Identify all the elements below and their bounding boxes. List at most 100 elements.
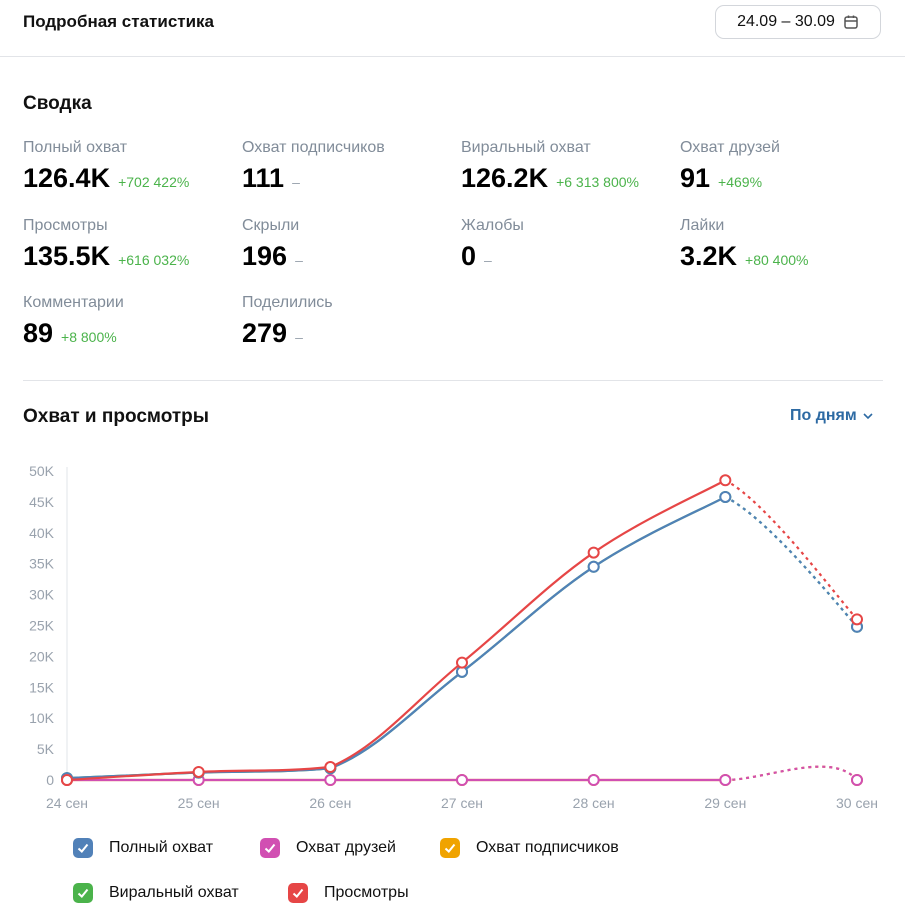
- stat-delta: +6 313 800%: [556, 174, 639, 190]
- stat-delta: –: [292, 174, 300, 190]
- series-forecast-line: [724, 495, 858, 628]
- date-range-text: 24.09 – 30.09: [737, 13, 835, 30]
- stat-label: Скрыли: [242, 217, 300, 234]
- stat-label: Полный охват: [23, 139, 128, 156]
- series-line: [66, 495, 726, 780]
- stat-label: Виральный охват: [461, 139, 591, 156]
- checkbox-checked-icon[interactable]: [260, 838, 280, 858]
- data-point: [456, 774, 468, 786]
- stat-label: Лайки: [680, 217, 725, 234]
- x-tick-label: 27 сен: [441, 795, 483, 811]
- stat-shares: Поделились 279 –: [242, 294, 333, 348]
- stat-delta: –: [484, 252, 492, 268]
- series-line: [66, 495, 726, 780]
- series-forecast-line: [724, 495, 858, 628]
- checkbox-checked-icon[interactable]: [73, 883, 93, 903]
- stat-label: Охват подписчиков: [242, 139, 385, 156]
- data-point: [719, 474, 732, 487]
- y-tick-label: 0: [46, 772, 54, 788]
- stat-value: 91: [680, 163, 711, 193]
- reach-views-title: Охват и просмотры: [23, 406, 209, 427]
- stat-viral-reach: Виральный охват 126.2K +6 313 800%: [461, 139, 639, 193]
- stat-value: 0: [461, 241, 477, 271]
- stat-label: Комментарии: [23, 294, 124, 311]
- y-tick-label: 30K: [29, 587, 55, 603]
- reach-views-chart: 0 5K 10K 15K 20K 25K 30K 35K 40K 45K 50K 24 сен 25 с…: [29, 463, 878, 811]
- data-point: [324, 774, 337, 786]
- legend-viral-reach[interactable]: Виральный охват: [73, 883, 239, 903]
- stat-label: Охват друзей: [680, 139, 780, 156]
- data-point: [719, 490, 732, 503]
- stat-full-reach: Полный охват 126.4K +702 422%: [23, 139, 189, 193]
- legend-label: Охват друзей: [296, 839, 396, 856]
- y-tick-label: 10K: [29, 710, 55, 726]
- y-tick-label: 50K: [29, 463, 55, 479]
- page-header: Подробная статистика 24.09 – 30.09: [0, 0, 905, 57]
- legend-full-reach[interactable]: Полный охват: [73, 838, 213, 858]
- checkbox-checked-icon[interactable]: [440, 838, 460, 858]
- stat-subscribers-reach: Охват подписчиков 111 –: [242, 139, 385, 193]
- grouping-dropdown[interactable]: По дням: [790, 407, 873, 425]
- stat-value: 126.4K: [23, 163, 111, 193]
- y-tick-label: 25K: [29, 618, 55, 634]
- stat-friends-reach: Охват друзей 91 +469%: [680, 139, 780, 193]
- series-forecast-line: [724, 479, 858, 621]
- data-point: [456, 656, 468, 669]
- x-tick-label: 24 сен: [46, 795, 88, 811]
- stat-delta: –: [295, 252, 303, 268]
- stat-views: Просмотры 135.5K +616 032%: [23, 217, 189, 271]
- stat-label: Жалобы: [461, 217, 524, 234]
- date-range-picker[interactable]: 24.09 – 30.09: [715, 5, 881, 39]
- x-tick-label: 25 сен: [178, 795, 220, 811]
- chevron-down-icon: [863, 407, 873, 425]
- checkbox-checked-icon[interactable]: [288, 883, 308, 903]
- legend-label: Виральный охват: [109, 884, 239, 901]
- stat-label: Поделились: [242, 294, 333, 311]
- data-point: [61, 774, 73, 786]
- legend-label: Просмотры: [324, 884, 409, 901]
- checkbox-checked-icon[interactable]: [73, 838, 93, 858]
- data-point: [587, 546, 600, 559]
- legend-label: Полный охват: [109, 839, 214, 856]
- stat-value: 279: [242, 318, 288, 348]
- legend-friends-reach[interactable]: Охват друзей: [260, 838, 396, 858]
- y-tick-label: 5K: [37, 741, 55, 757]
- legend-label: Охват подписчиков: [476, 839, 619, 856]
- data-point: [851, 613, 863, 626]
- y-tick-label: 45K: [29, 494, 55, 510]
- series-line: [66, 479, 726, 782]
- data-point: [587, 774, 600, 786]
- data-point: [851, 774, 863, 786]
- stat-value: 89: [23, 318, 54, 348]
- series-forecast-line: [725, 765, 858, 782]
- grouping-label: По дням: [790, 407, 857, 424]
- section-divider: [23, 380, 883, 381]
- data-point: [324, 761, 337, 774]
- stat-hidden: Скрыли 196 –: [242, 217, 303, 271]
- data-point: [192, 765, 205, 778]
- legend-views[interactable]: Просмотры: [288, 883, 409, 903]
- x-tick-label: 29 сен: [704, 795, 746, 811]
- x-tick-label: 30 сен: [836, 795, 878, 811]
- data-point: [719, 774, 732, 786]
- stat-value: 135.5K: [23, 241, 111, 271]
- stat-value: 111: [242, 163, 285, 193]
- x-tick-label: 26 сен: [309, 795, 351, 811]
- calendar-icon: [843, 14, 859, 30]
- summary-title: Сводка: [23, 93, 92, 114]
- y-tick-label: 15K: [29, 679, 55, 695]
- y-tick-label: 20K: [29, 648, 55, 664]
- stat-complaints: Жалобы 0 –: [461, 217, 524, 271]
- stat-delta: +80 400%: [745, 252, 809, 268]
- stat-comments: Комментарии 89 +8 800%: [23, 294, 124, 348]
- page-title: Подробная статистика: [23, 12, 215, 31]
- stat-delta: +8 800%: [61, 329, 117, 345]
- stat-value: 196: [242, 241, 288, 271]
- y-tick-label: 35K: [29, 556, 55, 572]
- stat-delta: –: [295, 329, 303, 345]
- x-tick-label: 28 сен: [573, 795, 615, 811]
- legend-subscribers-reach[interactable]: Охват подписчиков: [440, 838, 619, 858]
- stat-delta: +469%: [718, 174, 763, 190]
- stat-label: Просмотры: [23, 217, 108, 234]
- stat-delta: +702 422%: [118, 174, 190, 190]
